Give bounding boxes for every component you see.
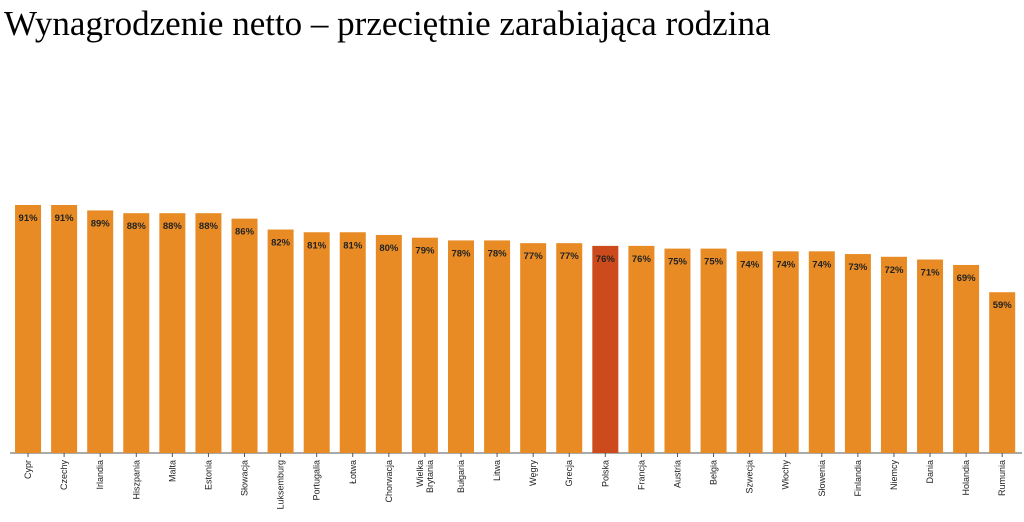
data-label-austria: 75%: [668, 257, 688, 268]
bar-litwa: [484, 240, 511, 453]
bar-wegry: [520, 243, 547, 453]
data-label-wlochy: 74%: [776, 259, 796, 270]
category-label-malta: Malta: [167, 460, 177, 482]
data-label-cypr: 91%: [19, 213, 39, 224]
bar-malta: [159, 213, 186, 453]
category-label-hiszpania: Hiszpania: [131, 460, 141, 500]
data-label-wegry: 77%: [524, 251, 544, 262]
bar-dania: [917, 259, 944, 453]
category-label-estonia: Estonia: [203, 460, 213, 490]
data-label-finlandia: 73%: [848, 262, 868, 273]
bar-estonia: [195, 213, 222, 453]
category-label-wielka-brytania-line-1: Wielka: [415, 460, 425, 487]
category-label-slowenia: Słowenia: [817, 460, 827, 497]
category-label-rumunia: Rumunia: [997, 460, 1007, 496]
category-label-finlandia: Finlandia: [853, 460, 863, 497]
data-label-czechy: 91%: [55, 213, 75, 224]
bar-francja: [628, 245, 655, 453]
bar-lotwa: [339, 232, 366, 453]
category-label-szwecja: Szwecja: [745, 460, 755, 494]
bar-wlochy: [772, 251, 799, 453]
category-label-francja: Francja: [636, 460, 646, 490]
category-label-wielka-brytania-line-2: Brytania: [425, 460, 435, 493]
bar-grecja: [556, 243, 583, 453]
data-label-francja: 76%: [632, 254, 652, 265]
data-label-lotwa: 81%: [343, 240, 363, 251]
bar-bulgaria: [448, 240, 474, 453]
bars-group: [15, 205, 1016, 453]
data-label-litwa: 78%: [488, 248, 508, 259]
category-label-cypr: Cypr: [23, 460, 33, 479]
data-label-polska: 76%: [596, 254, 616, 265]
category-label-austria: Austria: [672, 460, 682, 488]
category-label-bulgaria: Bułgaria: [456, 460, 466, 493]
data-label-estonia: 88%: [199, 221, 219, 232]
bar-belgia: [700, 248, 727, 453]
bar-hiszpania: [123, 213, 150, 453]
bar-luksemburg: [267, 229, 294, 453]
category-label-litwa: Litwa: [492, 460, 502, 481]
bar-chorwacja: [375, 234, 402, 453]
category-label-luksemburg: Luksemburg: [276, 460, 286, 510]
bar-rumunia: [989, 292, 1016, 453]
category-label-polska: Polska: [600, 460, 610, 487]
category-label-niemcy: Niemcy: [889, 460, 899, 491]
bar-portugalia: [303, 232, 330, 453]
category-label-lotwa: Łotwa: [348, 460, 358, 484]
bar-czechy: [51, 205, 78, 453]
category-label-wlochy: Włochy: [781, 460, 791, 490]
data-label-grecja: 77%: [560, 251, 580, 262]
bar-cypr: [15, 205, 42, 453]
data-label-wielka-brytania: 79%: [415, 246, 435, 257]
data-label-bulgaria: 78%: [451, 248, 471, 259]
bar-slowacja: [231, 218, 258, 453]
data-label-portugalia: 81%: [307, 240, 327, 251]
category-label-wegry: Węgry: [528, 460, 538, 487]
data-label-szwecja: 74%: [740, 259, 760, 270]
bar-niemcy: [880, 256, 907, 453]
category-label-chorwacja: Chorwacja: [384, 460, 394, 503]
bar-finlandia: [844, 254, 871, 453]
data-label-belgia: 75%: [704, 257, 724, 268]
category-label-grecja: Grecja: [564, 460, 574, 487]
category-label-slowacja: Słowacja: [240, 460, 250, 496]
category-label-belgia: Belgia: [709, 460, 719, 485]
category-label-dania: Dania: [925, 460, 935, 484]
bar-holandia: [953, 264, 980, 453]
data-labels-group: 91% 91% 89% 88% 88% 88% 86% 82% 81% 81% 80% 79% 78% 7…: [19, 213, 1013, 311]
category-label-portugalia: Portugalia: [312, 460, 322, 501]
data-label-chorwacja: 80%: [379, 243, 399, 254]
bar-szwecja: [736, 251, 763, 453]
bar-irlandia: [87, 210, 114, 453]
data-label-dania: 71%: [921, 268, 941, 279]
data-label-slowenia: 74%: [812, 259, 832, 270]
bar-polska: [592, 245, 619, 453]
chart-title: Wynagrodzenie netto – przeciętnie zarabi…: [4, 4, 771, 43]
data-label-luksemburg: 82%: [271, 238, 291, 249]
category-label-czechy: Czechy: [59, 460, 69, 491]
category-label-holandia: Holandia: [961, 460, 971, 496]
x-ticks-group: [27, 453, 1003, 457]
data-label-rumunia: 59%: [993, 300, 1013, 311]
data-label-malta: 88%: [163, 221, 183, 232]
bar-austria: [664, 248, 691, 453]
bar-wielka-brytania: [411, 237, 438, 453]
data-label-irlandia: 89%: [91, 218, 111, 229]
data-label-slowacja: 86%: [235, 227, 255, 238]
category-label-irlandia: Irlandia: [95, 460, 105, 490]
category-labels-group: Cypr Czechy Irlandia Hiszpania Malta Estonia S…: [23, 460, 1007, 510]
data-label-hiszpania: 88%: [127, 221, 147, 232]
data-label-niemcy: 72%: [884, 265, 904, 276]
data-label-holandia: 69%: [957, 273, 977, 284]
bar-slowenia: [808, 251, 835, 453]
